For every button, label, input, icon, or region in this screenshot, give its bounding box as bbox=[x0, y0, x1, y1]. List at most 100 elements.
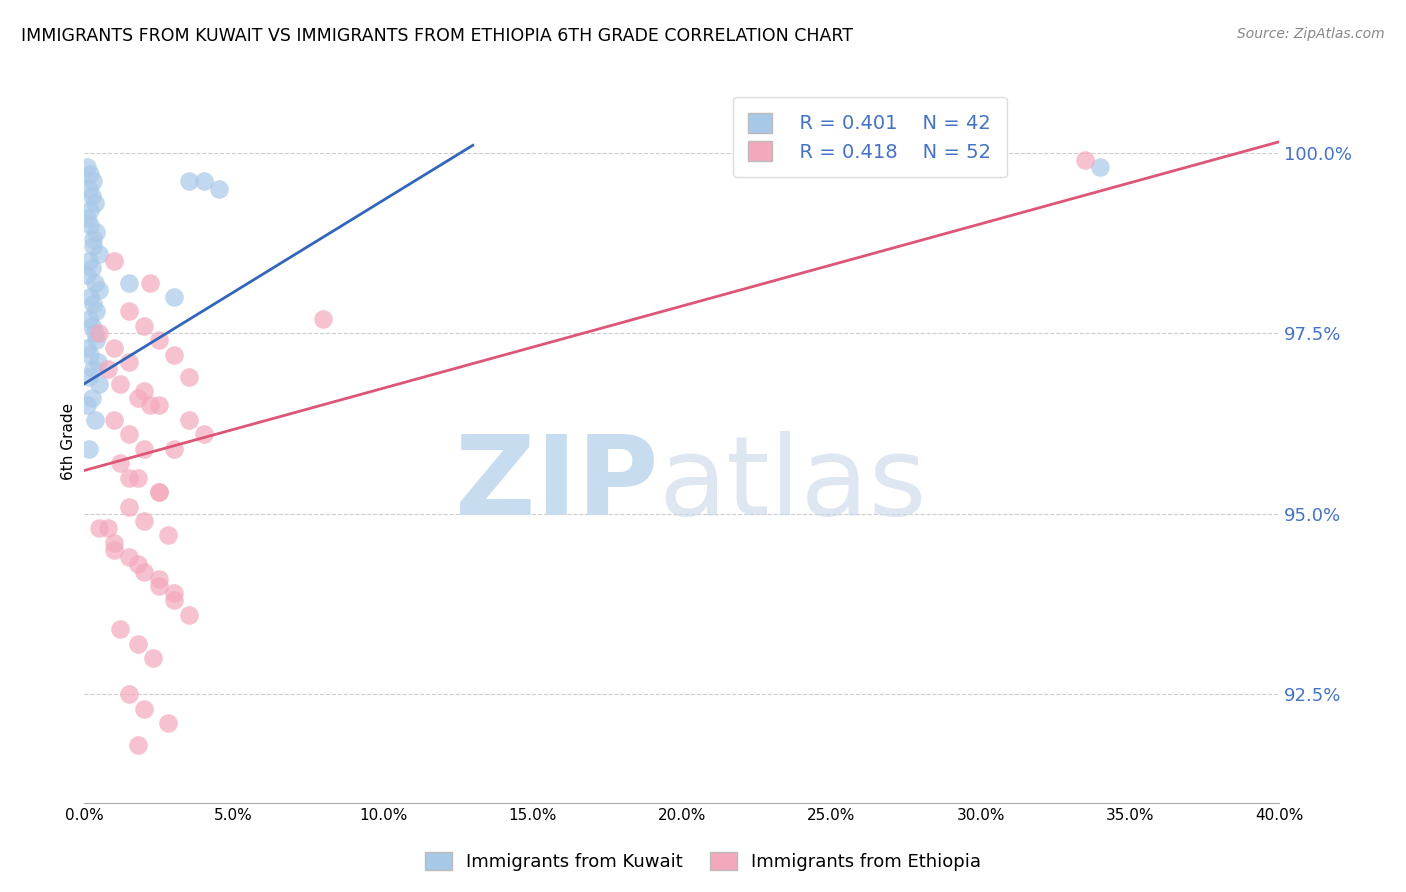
Point bbox=[163, 290, 186, 304]
Point bbox=[148, 334, 170, 348]
Point bbox=[177, 174, 200, 188]
Point bbox=[103, 253, 125, 268]
Point bbox=[103, 341, 125, 355]
Point bbox=[157, 716, 180, 731]
Point bbox=[118, 355, 141, 369]
Point bbox=[110, 456, 132, 470]
Point bbox=[177, 607, 200, 622]
Point bbox=[103, 413, 125, 427]
Point bbox=[142, 651, 165, 665]
Point bbox=[97, 521, 120, 535]
Point bbox=[82, 174, 104, 188]
Legend:   R = 0.401    N = 42,   R = 0.418    N = 52: R = 0.401 N = 42, R = 0.418 N = 52 bbox=[733, 97, 1007, 178]
Point bbox=[193, 174, 215, 188]
Point bbox=[177, 369, 200, 384]
Point bbox=[127, 637, 149, 651]
Point bbox=[148, 572, 170, 586]
Point bbox=[86, 304, 108, 318]
Point bbox=[79, 348, 101, 362]
Point bbox=[312, 311, 335, 326]
Text: atlas: atlas bbox=[658, 432, 927, 539]
Point bbox=[77, 369, 100, 384]
Point bbox=[76, 341, 98, 355]
Point bbox=[80, 318, 103, 333]
Point bbox=[83, 413, 105, 427]
Point bbox=[77, 253, 100, 268]
Point bbox=[87, 355, 110, 369]
Point bbox=[82, 232, 104, 246]
Point bbox=[83, 196, 105, 211]
Point bbox=[80, 261, 103, 276]
Point bbox=[865, 153, 887, 167]
Point bbox=[118, 500, 141, 514]
Point bbox=[148, 398, 170, 412]
Point bbox=[132, 318, 156, 333]
Point bbox=[118, 471, 141, 485]
Point bbox=[86, 334, 108, 348]
Point bbox=[77, 442, 100, 456]
Point bbox=[77, 182, 100, 196]
Point bbox=[148, 485, 170, 500]
Y-axis label: 6th Grade: 6th Grade bbox=[60, 403, 76, 480]
Text: ZIP: ZIP bbox=[454, 432, 658, 539]
Point bbox=[76, 211, 98, 225]
Point bbox=[127, 471, 149, 485]
Point bbox=[132, 565, 156, 579]
Point bbox=[89, 246, 111, 260]
Point bbox=[82, 297, 104, 311]
Text: IMMIGRANTS FROM KUWAIT VS IMMIGRANTS FROM ETHIOPIA 6TH GRADE CORRELATION CHART: IMMIGRANTS FROM KUWAIT VS IMMIGRANTS FRO… bbox=[21, 27, 853, 45]
Point bbox=[118, 276, 141, 290]
Point bbox=[1074, 153, 1097, 167]
Point bbox=[132, 442, 156, 456]
Point bbox=[82, 362, 104, 376]
Point bbox=[177, 413, 200, 427]
Point bbox=[148, 485, 170, 500]
Point bbox=[118, 427, 141, 442]
Point bbox=[86, 225, 108, 239]
Point bbox=[127, 558, 149, 572]
Point bbox=[851, 160, 873, 174]
Point bbox=[80, 391, 103, 405]
Point bbox=[127, 391, 149, 405]
Point bbox=[118, 304, 141, 318]
Point bbox=[139, 398, 162, 412]
Point bbox=[139, 276, 162, 290]
Point bbox=[110, 623, 132, 637]
Point bbox=[193, 427, 215, 442]
Point bbox=[163, 586, 186, 600]
Point bbox=[76, 160, 98, 174]
Point bbox=[118, 550, 141, 565]
Point bbox=[132, 384, 156, 398]
Point bbox=[110, 376, 132, 391]
Point bbox=[83, 276, 105, 290]
Point bbox=[163, 348, 186, 362]
Point bbox=[89, 376, 111, 391]
Point bbox=[76, 398, 98, 412]
Point bbox=[77, 311, 100, 326]
Text: Source: ZipAtlas.com: Source: ZipAtlas.com bbox=[1237, 27, 1385, 41]
Point bbox=[208, 182, 231, 196]
Point bbox=[132, 702, 156, 716]
Point bbox=[1090, 160, 1112, 174]
Point bbox=[103, 542, 125, 557]
Point bbox=[157, 528, 180, 542]
Legend: Immigrants from Kuwait, Immigrants from Ethiopia: Immigrants from Kuwait, Immigrants from … bbox=[418, 845, 988, 879]
Point bbox=[79, 218, 101, 232]
Point bbox=[118, 687, 141, 701]
Point bbox=[103, 535, 125, 549]
Point bbox=[79, 290, 101, 304]
Point bbox=[89, 326, 111, 341]
Point bbox=[89, 283, 111, 297]
Point bbox=[83, 326, 105, 341]
Point bbox=[82, 239, 104, 253]
Point bbox=[163, 442, 186, 456]
Point bbox=[97, 362, 120, 376]
Point bbox=[163, 593, 186, 607]
Point bbox=[79, 203, 101, 218]
Point bbox=[76, 268, 98, 283]
Point bbox=[89, 521, 111, 535]
Point bbox=[80, 189, 103, 203]
Point bbox=[148, 579, 170, 593]
Point bbox=[127, 738, 149, 752]
Point bbox=[79, 167, 101, 181]
